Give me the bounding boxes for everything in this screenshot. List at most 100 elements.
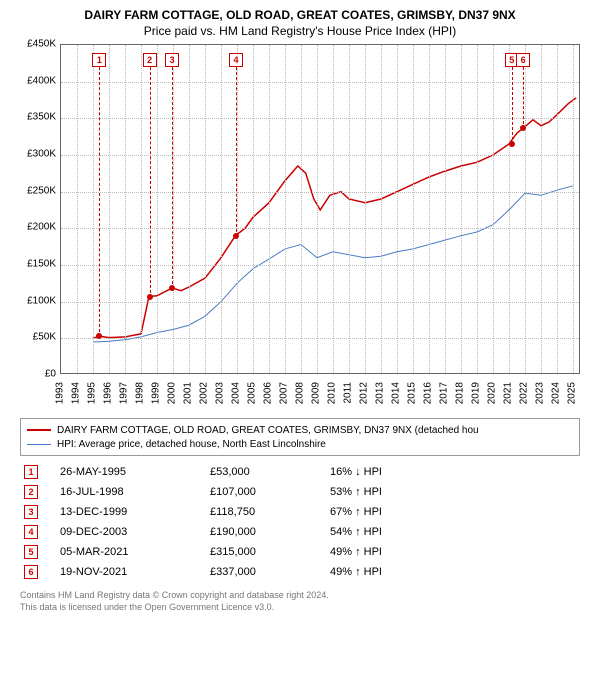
- sale-marker-dot: [147, 294, 153, 300]
- y-axis-tick-label: £450K: [20, 39, 56, 50]
- gridline-h: [61, 192, 579, 193]
- sale-marker-dot: [233, 233, 239, 239]
- gridline-v: [541, 45, 542, 373]
- plot-area: 123456: [60, 44, 580, 374]
- footer-line: Contains HM Land Registry data © Crown c…: [20, 590, 580, 602]
- gridline-v: [77, 45, 78, 373]
- gridline-v: [93, 45, 94, 373]
- gridline-v: [381, 45, 382, 373]
- legend-swatch: [27, 444, 51, 445]
- x-axis-tick-label: 2023: [535, 382, 546, 404]
- y-axis-tick-label: £250K: [20, 185, 56, 196]
- x-axis-tick-label: 2006: [263, 382, 274, 404]
- sale-price: £190,000: [206, 522, 326, 542]
- x-axis-tick-label: 2005: [247, 382, 258, 404]
- sale-price: £107,000: [206, 482, 326, 502]
- sale-index-box: 5: [24, 545, 38, 559]
- x-axis-tick-label: 2001: [183, 382, 194, 404]
- x-axis-tick-label: 2015: [407, 382, 418, 404]
- gridline-v: [109, 45, 110, 373]
- x-axis-tick-label: 2021: [503, 382, 514, 404]
- gridline-h: [61, 82, 579, 83]
- sale-marker-dot: [509, 141, 515, 147]
- x-axis-tick-label: 2010: [327, 382, 338, 404]
- table-row: 313-DEC-1999£118,75067% ↑ HPI: [20, 502, 580, 522]
- gridline-v: [253, 45, 254, 373]
- gridline-v: [221, 45, 222, 373]
- x-axis-tick-label: 1994: [71, 382, 82, 404]
- line-series-svg: [61, 45, 581, 375]
- x-axis-tick-label: 1995: [87, 382, 98, 404]
- gridline-v: [237, 45, 238, 373]
- legend-row: DAIRY FARM COTTAGE, OLD ROAD, GREAT COAT…: [27, 423, 573, 437]
- sale-index-box: 1: [24, 465, 38, 479]
- table-row: 619-NOV-2021£337,00049% ↑ HPI: [20, 562, 580, 582]
- legend: DAIRY FARM COTTAGE, OLD ROAD, GREAT COAT…: [20, 418, 580, 456]
- sale-marker-dot: [96, 333, 102, 339]
- x-axis-tick-label: 2017: [439, 382, 450, 404]
- x-axis-tick-label: 2008: [295, 382, 306, 404]
- y-axis-tick-label: £400K: [20, 75, 56, 86]
- y-axis-tick-label: £200K: [20, 222, 56, 233]
- sale-marker-box: 6: [516, 53, 530, 67]
- gridline-h: [61, 228, 579, 229]
- table-row: 409-DEC-2003£190,00054% ↑ HPI: [20, 522, 580, 542]
- x-axis-tick-label: 2003: [215, 382, 226, 404]
- sale-price: £315,000: [206, 542, 326, 562]
- gridline-v: [445, 45, 446, 373]
- sale-marker-stick: [236, 67, 237, 232]
- sale-delta: 54% ↑ HPI: [326, 522, 580, 542]
- x-axis-tick-label: 1999: [151, 382, 162, 404]
- x-axis-tick-label: 2011: [343, 382, 354, 404]
- sale-delta: 49% ↑ HPI: [326, 542, 580, 562]
- gridline-v: [301, 45, 302, 373]
- x-axis-tick-label: 2024: [551, 382, 562, 404]
- x-axis-tick-label: 2000: [167, 382, 178, 404]
- table-row: 216-JUL-1998£107,00053% ↑ HPI: [20, 482, 580, 502]
- x-axis-tick-label: 2018: [455, 382, 466, 404]
- gridline-v: [573, 45, 574, 373]
- gridline-v: [477, 45, 478, 373]
- sale-marker-stick: [512, 67, 513, 140]
- sale-marker-box: 1: [92, 53, 106, 67]
- x-axis-tick-label: 1993: [55, 382, 66, 404]
- gridline-v: [205, 45, 206, 373]
- gridline-v: [333, 45, 334, 373]
- gridline-v: [397, 45, 398, 373]
- x-axis-tick-label: 1997: [119, 382, 130, 404]
- gridline-v: [317, 45, 318, 373]
- sale-price: £337,000: [206, 562, 326, 582]
- y-axis-tick-label: £100K: [20, 295, 56, 306]
- x-axis-tick-label: 2007: [279, 382, 290, 404]
- y-axis-tick-label: £350K: [20, 112, 56, 123]
- gridline-v: [509, 45, 510, 373]
- sale-price: £118,750: [206, 502, 326, 522]
- y-axis-tick-label: £0: [20, 369, 56, 380]
- sale-index-box: 3: [24, 505, 38, 519]
- sale-delta: 16% ↓ HPI: [326, 462, 580, 482]
- sale-price: £53,000: [206, 462, 326, 482]
- gridline-v: [429, 45, 430, 373]
- sale-marker-box: 2: [143, 53, 157, 67]
- gridline-v: [461, 45, 462, 373]
- x-axis-tick-label: 2009: [311, 382, 322, 404]
- x-axis-tick-label: 2012: [359, 382, 370, 404]
- gridline-v: [413, 45, 414, 373]
- y-axis-tick-label: £50K: [20, 332, 56, 343]
- gridline-h: [61, 155, 579, 156]
- x-axis-tick-label: 1996: [103, 382, 114, 404]
- x-axis-tick-label: 2025: [567, 382, 578, 404]
- sale-index-box: 2: [24, 485, 38, 499]
- sale-marker-stick: [150, 67, 151, 293]
- sales-table: 126-MAY-1995£53,00016% ↓ HPI216-JUL-1998…: [20, 462, 580, 582]
- gridline-v: [557, 45, 558, 373]
- x-axis-tick-label: 1998: [135, 382, 146, 404]
- chart-subtitle: Price paid vs. HM Land Registry's House …: [0, 24, 600, 38]
- sale-marker-dot: [169, 285, 175, 291]
- x-axis-tick-label: 2014: [391, 382, 402, 404]
- footer-line: This data is licensed under the Open Gov…: [20, 602, 580, 614]
- gridline-v: [493, 45, 494, 373]
- gridline-h: [61, 302, 579, 303]
- gridline-v: [125, 45, 126, 373]
- gridline-v: [269, 45, 270, 373]
